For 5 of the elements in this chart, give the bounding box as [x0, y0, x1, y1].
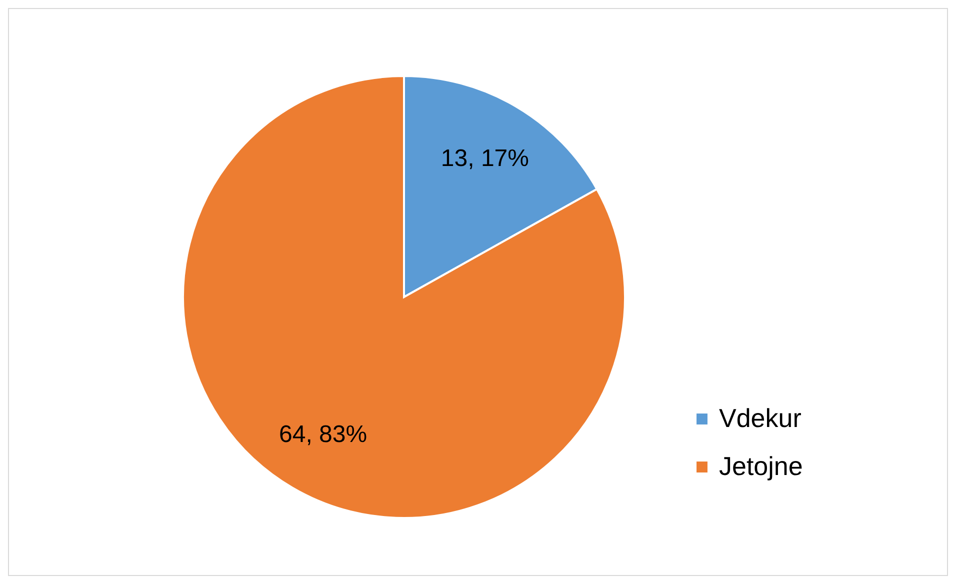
legend-label: Vdekur	[719, 403, 802, 433]
pie-slice	[182, 75, 626, 519]
data-label: 64, 83%	[279, 421, 368, 448]
data-label: 13, 17%	[440, 144, 529, 172]
legend-label: Jetojne	[719, 451, 803, 481]
